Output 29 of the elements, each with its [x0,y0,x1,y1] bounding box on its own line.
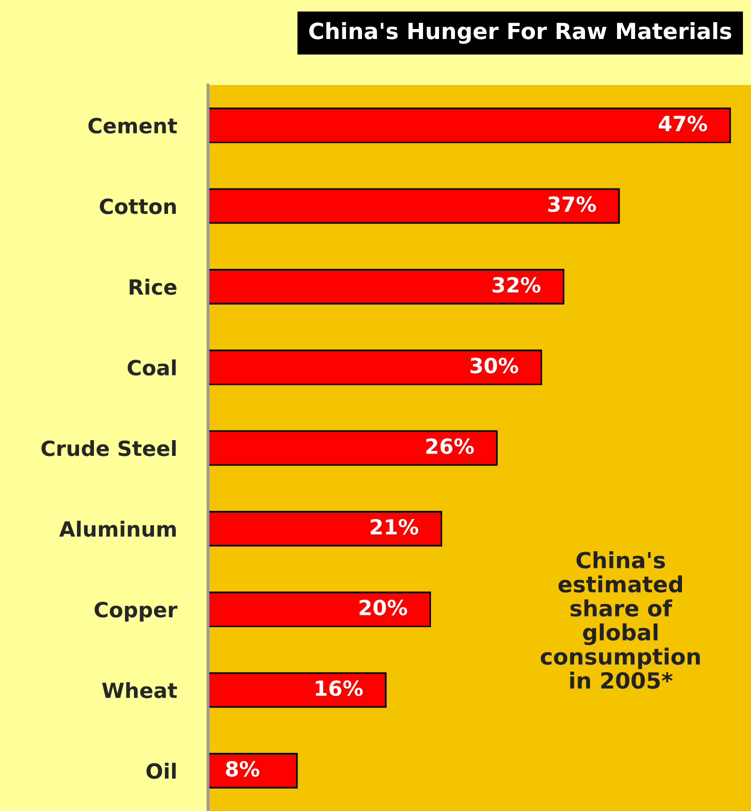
data-label: 30% [470,358,518,374]
bar [208,752,298,788]
bar [208,188,620,224]
bar [208,672,387,708]
data-label: 26% [426,438,474,454]
data-label: 37% [548,196,596,212]
bar [208,268,564,304]
bar [208,510,442,546]
y-tick-label: Wheat [102,682,177,698]
data-label: 8% [226,760,260,777]
y-tick-label: Copper [94,602,178,622]
y-tick-label: Aluminum [59,520,176,537]
bar [208,350,542,386]
y-tick-label: Coal [128,359,176,376]
data-label: 16% [316,680,363,696]
bar [208,592,432,628]
y-tick-label: Cement [88,118,177,134]
data-label: 21% [370,518,418,535]
chart-title: China's Hunger For Raw Materials [309,22,732,44]
data-label: 47% [658,116,708,132]
bar [208,108,731,144]
y-tick-label: Rice [130,278,176,295]
y-tick-label: Cotton [100,198,176,214]
y-tick-label: Oil [146,762,176,779]
data-label: 20% [360,600,408,616]
data-label: 32% [492,276,540,293]
bar [208,430,498,466]
y-tick-label: Crude Steel [41,440,176,456]
annotation: China's estimated share of global consumption in 2005* [540,551,700,689]
